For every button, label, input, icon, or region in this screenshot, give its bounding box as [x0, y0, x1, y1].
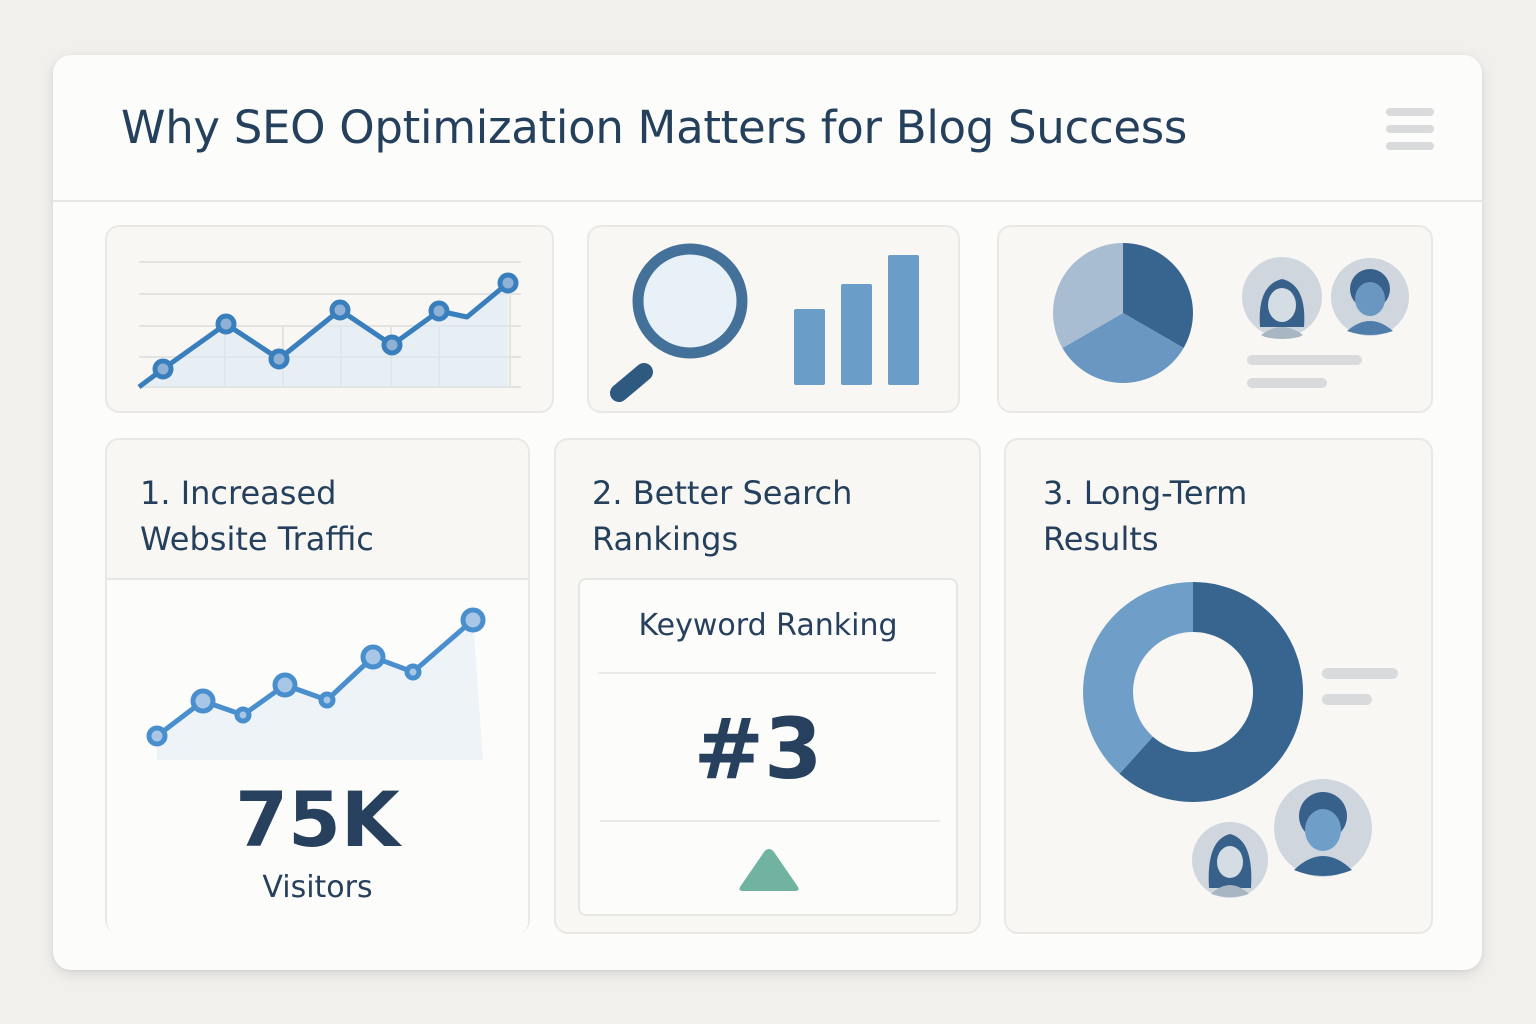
traffic-chart-card: [105, 225, 554, 413]
header: Why SEO Optimization Matters for Blog Su…: [53, 55, 1482, 202]
magnifier-bar-chart-icon: [610, 243, 919, 402]
section-traffic: 1. Increased Website Traffic 75K Visitor…: [105, 438, 530, 934]
donut-chart: [1083, 582, 1372, 898]
keyword-ranking-panel: Keyword Ranking #3: [578, 578, 958, 916]
section-long-term: 3. Long-Term Results: [1004, 438, 1433, 934]
placeholder-line: [1247, 378, 1327, 388]
avatar-male: [1331, 258, 1409, 336]
infographic-card: Why SEO Optimization Matters for Blog Su…: [53, 55, 1482, 970]
placeholder-line: [1322, 694, 1372, 705]
page-title: Why SEO Optimization Matters for Blog Su…: [121, 101, 1188, 154]
trend-up-icon: [739, 849, 799, 891]
avatar-female: [1192, 822, 1268, 898]
line-chart-icon: [137, 261, 521, 389]
search-ranking-card: [587, 225, 960, 413]
placeholder-line: [1247, 355, 1362, 365]
metric-label: Visitors: [262, 870, 373, 905]
metric-value: 75K: [235, 775, 400, 864]
pie-chart-audience-icon: [1053, 243, 1409, 383]
section-rankings: 2. Better Search Rankings Keyword Rankin…: [554, 438, 981, 934]
ranking-value: #3: [693, 700, 823, 798]
section-title: 1. Increased Website Traffic: [140, 474, 374, 558]
avatar-male: [1274, 779, 1372, 877]
section-title: 3. Long-Term Results: [1043, 474, 1248, 558]
divider: [600, 820, 940, 822]
section-title: 2. Better Search Rankings: [592, 474, 853, 558]
divider: [598, 672, 936, 674]
placeholder-line: [1322, 668, 1398, 679]
traffic-line-chart: [146, 607, 486, 760]
avatar-female: [1242, 257, 1322, 339]
audience-card: [997, 225, 1433, 413]
hamburger-menu-icon[interactable]: [1386, 108, 1434, 150]
panel-label: Keyword Ranking: [638, 608, 898, 643]
